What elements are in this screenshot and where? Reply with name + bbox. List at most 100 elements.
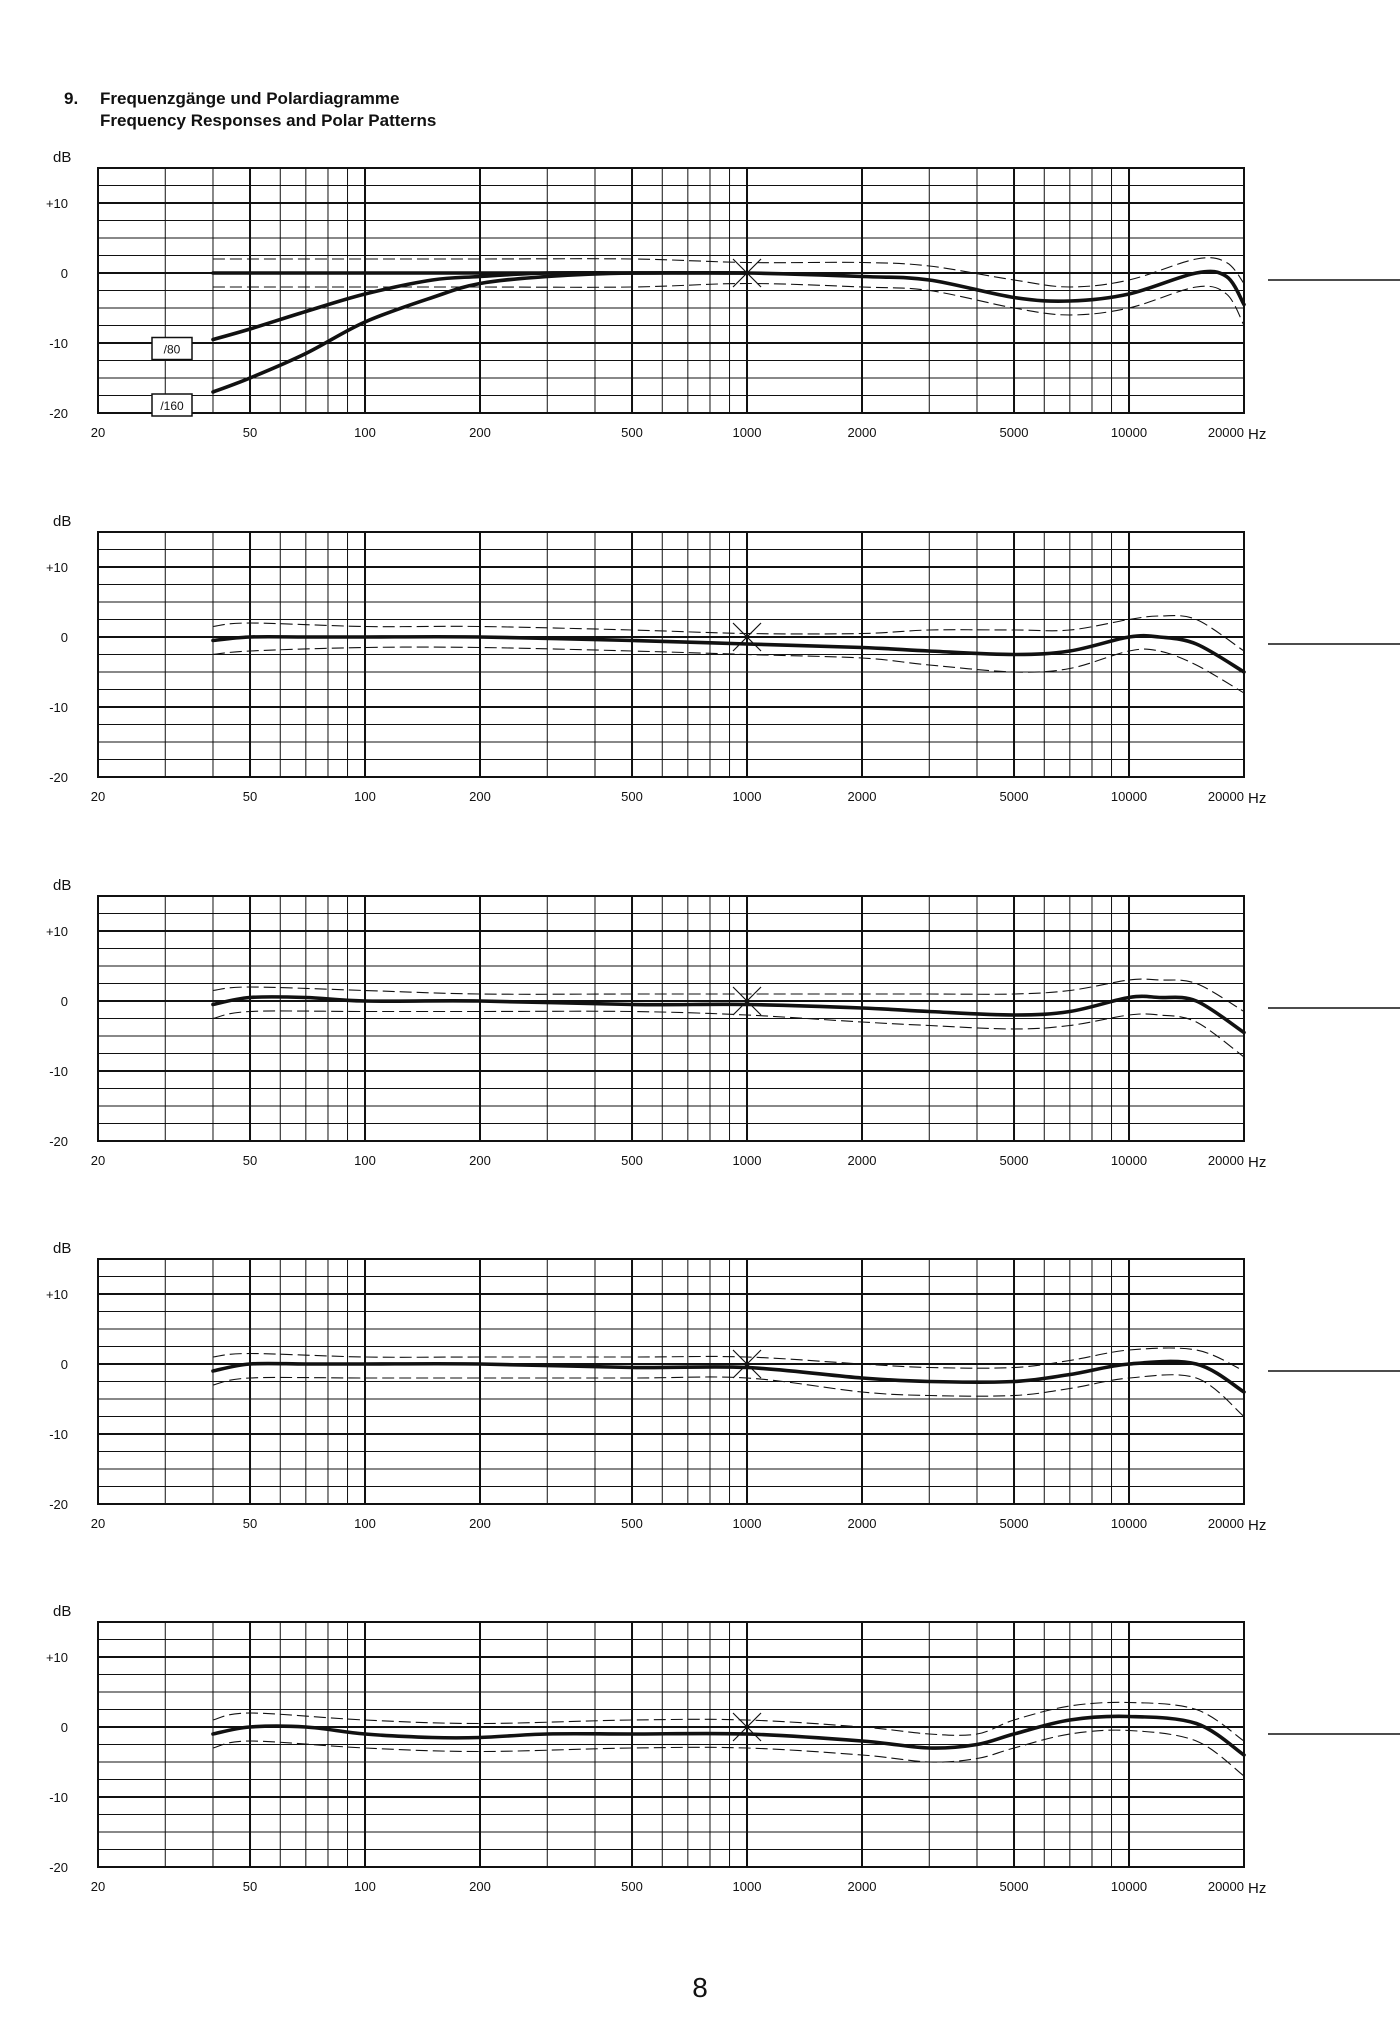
grid xyxy=(97,531,1245,778)
y-axis-label: dB xyxy=(53,514,71,530)
reference-cross xyxy=(732,622,762,652)
y-axis-label: dB xyxy=(53,1241,71,1257)
section-header: 9. Frequenzgänge und Polardiagramme Frequ… xyxy=(64,88,436,132)
y-tick-label: 0 xyxy=(61,1720,68,1735)
frequency-response-chart-3: dB +10 0 -10 -20 20 50 100 200 500 1000 2000 5000 100… xyxy=(0,878,1400,1218)
x-tick-label: 20000 xyxy=(1208,1879,1244,1894)
x-tick-label: 200 xyxy=(469,789,491,804)
x-tick-label: 1000 xyxy=(733,425,762,440)
y-tick-label: -20 xyxy=(49,406,68,421)
tolerance-lower-line xyxy=(212,1374,1245,1417)
x-tick-label: 500 xyxy=(621,425,643,440)
y-axis-label: dB xyxy=(53,150,71,166)
chart-canvas: dB +10 0 -10 -20 20 50 100 200 500 1000 2000 5000 100… xyxy=(46,514,1400,807)
y-tick-label: -20 xyxy=(49,770,68,785)
y-axis-label: dB xyxy=(53,878,71,894)
x-tick-label: 20 xyxy=(91,1153,105,1168)
x-tick-label: 200 xyxy=(469,1879,491,1894)
filter-label: /160 xyxy=(160,399,184,413)
x-tick-label: 100 xyxy=(354,425,376,440)
frequency-response-chart-4: dB +10 0 -10 -20 20 50 100 200 500 1000 2000 5000 100… xyxy=(0,1241,1400,1581)
response-curve-1 xyxy=(211,1714,1246,1757)
x-tick-label: 200 xyxy=(469,1516,491,1531)
section-title-english: Frequency Responses and Polar Patterns xyxy=(100,111,437,130)
x-tick-label: 10000 xyxy=(1111,789,1147,804)
x-tick-label: 20 xyxy=(91,1516,105,1531)
section-title-german: Frequenzgänge und Polardiagramme xyxy=(100,89,400,108)
x-tick-label: 20000 xyxy=(1208,1153,1244,1168)
x-tick-label: 20000 xyxy=(1208,1516,1244,1531)
y-tick-label: 0 xyxy=(61,266,68,281)
y-tick-label: +10 xyxy=(46,1287,68,1302)
grid xyxy=(97,1258,1245,1505)
chart-canvas: dB +10 0 -10 -20 20 50 100 200 500 1000 2000 5000 100… xyxy=(46,1604,1400,1897)
frequency-response-chart-1: dB +10 0 -10 -20 20 50 100 200 500 1000 2000 5000 100… xyxy=(0,150,1400,490)
filter-box xyxy=(151,336,193,361)
response-curve-3 xyxy=(211,270,749,394)
y-tick-label: -20 xyxy=(49,1497,68,1512)
x-unit-label: Hz xyxy=(1248,790,1266,807)
y-tick-label: +10 xyxy=(46,560,68,575)
x-tick-label: 50 xyxy=(243,425,257,440)
filter-box xyxy=(151,393,193,417)
x-tick-label: 2000 xyxy=(848,1516,877,1531)
x-tick-label: 5000 xyxy=(1000,1879,1029,1894)
plot-frame xyxy=(97,1621,1245,1868)
response-curve-1 xyxy=(211,994,1246,1035)
x-tick-label: 20 xyxy=(91,425,105,440)
x-tick-label: 500 xyxy=(621,1516,643,1531)
tolerance-lower-line xyxy=(212,1010,1245,1058)
x-tick-label: 10000 xyxy=(1111,1153,1147,1168)
x-unit-label: Hz xyxy=(1248,1517,1266,1534)
reference-cross xyxy=(732,1349,762,1379)
x-tick-label: 10000 xyxy=(1111,1879,1147,1894)
x-tick-label: 20000 xyxy=(1208,789,1244,804)
tolerance-upper-line xyxy=(212,1347,1245,1372)
x-tick-label: 100 xyxy=(354,1879,376,1894)
y-tick-label: -20 xyxy=(49,1860,68,1875)
y-tick-label: +10 xyxy=(46,1650,68,1665)
x-unit-label: Hz xyxy=(1248,1154,1266,1171)
x-tick-label: 100 xyxy=(354,1516,376,1531)
response-curve-1 xyxy=(211,269,1246,307)
x-tick-label: 500 xyxy=(621,1153,643,1168)
tolerance-upper-line xyxy=(213,257,1245,288)
x-unit-label: Hz xyxy=(1248,426,1266,443)
x-tick-label: 500 xyxy=(621,1879,643,1894)
x-tick-label: 5000 xyxy=(1000,425,1029,440)
x-tick-label: 50 xyxy=(243,1516,257,1531)
plot-frame xyxy=(97,895,1245,1142)
x-tick-label: 2000 xyxy=(848,1153,877,1168)
x-tick-label: 1000 xyxy=(733,1879,762,1894)
x-unit-label: Hz xyxy=(1248,1880,1266,1897)
frequency-response-chart-2: dB +10 0 -10 -20 20 50 100 200 500 1000 2000 5000 100… xyxy=(0,514,1400,854)
y-tick-label: -10 xyxy=(49,336,68,351)
page-number: 8 xyxy=(692,1972,708,2003)
y-tick-label: 0 xyxy=(61,630,68,645)
x-tick-label: 50 xyxy=(243,1153,257,1168)
x-tick-label: 1000 xyxy=(733,1516,762,1531)
y-tick-label: -20 xyxy=(49,1134,68,1149)
x-tick-label: 500 xyxy=(621,789,643,804)
tolerance-upper-line xyxy=(212,1701,1245,1742)
reference-cross xyxy=(732,986,762,1016)
reference-cross xyxy=(732,1712,762,1742)
chart-canvas: dB +10 0 -10 -20 20 50 100 200 500 1000 2000 5000 100… xyxy=(46,150,1400,443)
y-tick-label: -10 xyxy=(49,1790,68,1805)
x-tick-label: 200 xyxy=(469,1153,491,1168)
filter-label: /80 xyxy=(164,343,181,357)
x-tick-label: 1000 xyxy=(733,789,762,804)
y-tick-label: +10 xyxy=(46,196,68,211)
tolerance-upper-line xyxy=(212,978,1245,1012)
tolerance-lower-line xyxy=(212,646,1245,694)
x-tick-label: 10000 xyxy=(1111,1516,1147,1531)
x-tick-label: 200 xyxy=(469,425,491,440)
x-tick-label: 2000 xyxy=(848,1879,877,1894)
x-tick-label: 50 xyxy=(243,789,257,804)
tolerance-lower-line xyxy=(212,1729,1245,1777)
y-axis-label: dB xyxy=(53,1604,71,1620)
y-tick-label: -10 xyxy=(49,700,68,715)
x-tick-label: 50 xyxy=(243,1879,257,1894)
section-number: 9. xyxy=(64,89,79,108)
frequency-response-chart-5: dB +10 0 -10 -20 20 50 100 200 500 1000 2000 5000 100… xyxy=(0,1604,1400,1944)
